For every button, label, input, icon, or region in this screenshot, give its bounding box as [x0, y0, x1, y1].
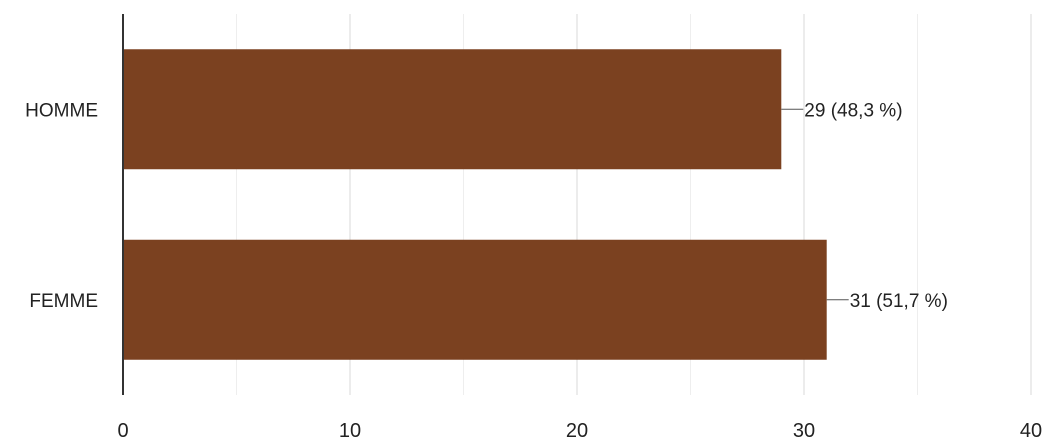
labels: 29 (48,3 %) HOMME 31 (51,7 %) FEMME 0 10 20 30 4… [25, 100, 1042, 441]
x-tick-label: 30 [793, 420, 815, 441]
bar-homme [123, 49, 782, 170]
data-label-femme: 31 (51,7 %) [850, 291, 948, 312]
x-tick-label: 40 [1020, 420, 1042, 441]
x-tick-label: 10 [339, 420, 361, 441]
x-tick-label: 20 [566, 420, 588, 441]
data-label-homme: 29 (48,3 %) [804, 100, 902, 121]
bar-femme [123, 239, 827, 360]
category-label-homme: HOMME [25, 100, 98, 121]
category-label-femme: FEMME [29, 291, 98, 312]
x-tick-label: 0 [117, 420, 128, 441]
bars [123, 49, 827, 360]
